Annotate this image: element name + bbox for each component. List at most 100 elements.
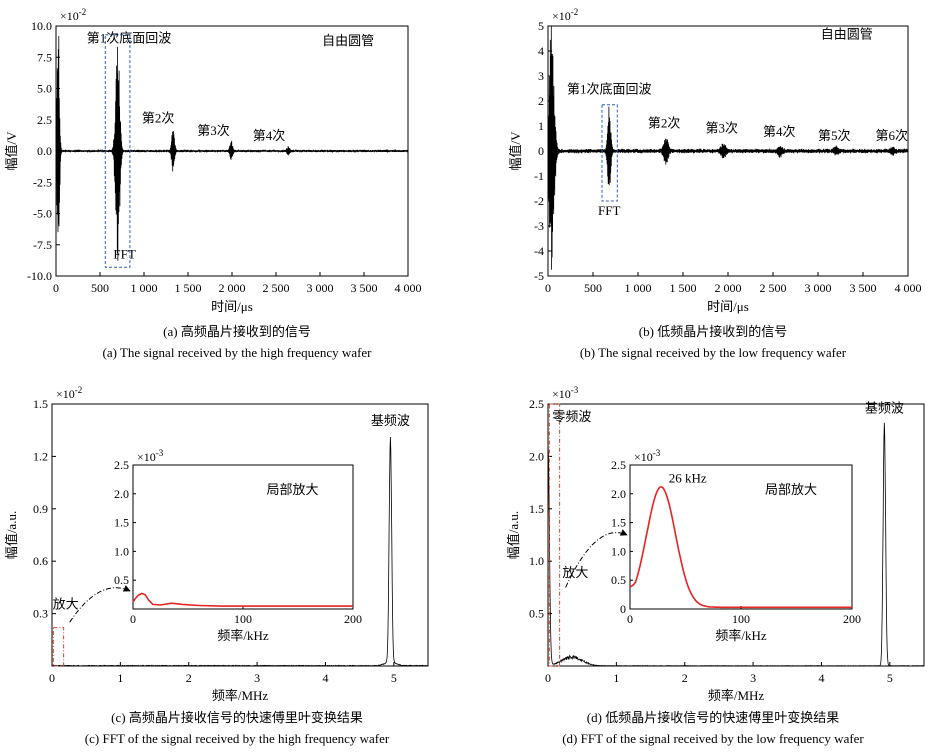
panel-c-ytick-label: 0.3 [33,607,48,621]
panel-a-xtick-label: 2 000 [219,281,246,295]
panel-b-xtick-label: 1 500 [670,281,697,295]
panel-a-xtick-label: 2 500 [263,281,290,295]
panel-d-ytick-label: 2.0 [529,449,544,463]
panel-d-inset-xtick-label: 100 [732,612,750,626]
panel-d-ytick-label: 0.5 [529,607,544,621]
panel-d-xtick-label: 3 [750,671,756,685]
panel-b-xtick-label: 500 [584,281,602,295]
panel-b-xtick-label: 3 500 [850,281,877,295]
panel-d-xtick-label: 4 [818,671,824,685]
panel-b-ytick-label: -3 [534,219,544,233]
panel-a-annotation: FFT [113,247,135,262]
panel-c-inset-xtick-label: 100 [234,612,252,626]
panel-b-ytick-label: -2 [534,194,544,208]
panel-b-exponent-label: ×10-2 [552,7,578,23]
panel-d-inset-xtick-label: 200 [843,612,861,626]
panel-d-ytick-label: 1.5 [529,502,544,516]
panel-a-fft-box [104,34,131,268]
panel-c-xtick-label: 5 [391,671,397,685]
panel-b-x-axis-label: 时间/μs [707,299,749,314]
panel-c-annotation: 基频波 [371,413,410,428]
panel-c-x-axis-label: 频率/MHz [212,688,269,703]
panel-a-caption-cn: (a) 高频晶片接收到的信号 [163,324,311,339]
panel-b-y-axis-label: 幅值/V [508,131,523,171]
panel-a-y-axis-label: 幅值/V [4,131,19,171]
panel-c-caption-cn: (c) 高频晶片接收信号的快速傅里叶变换结果 [111,710,363,725]
panel-c-xtick-label: 2 [186,671,192,685]
panel-c-plot-area: 0 1 2 3 4 50.30.60.91.21.5频率/MHz幅值/a.u.×10-2基… [4,385,429,703]
panel-b-ytick-label: -5 [534,269,544,283]
panel-b-annotation: 自由圆管 [821,27,873,42]
panel-a-xtick-label: 3 500 [351,281,378,295]
panel-c-inset-ytick-label: 2.5 [114,458,129,472]
panel-a-ytick-label: -2.5 [33,175,52,189]
panel-c-xtick-label: 1 [117,671,123,685]
panel-a-ytick-label: 5.0 [37,82,52,96]
panel-b-ytick-label: 2 [538,94,544,108]
panel-c-inset-exponent-label-power: -3 [156,448,164,458]
panel-a-exponent-label: ×10-2 [60,7,86,23]
panel-d-inset-curve [629,486,852,609]
panel-b: 0 500 1 000 1 500 2 000 2 500 3 000 3 500 4 000 -… [508,7,922,360]
panel-d-inset-ytick-label: 2.0 [611,487,626,501]
panel-a-ytick-label: 0.0 [37,144,52,158]
panel-b-xtick-label: 1 000 [625,281,652,295]
panel-a-xtick-label: 500 [91,281,109,295]
panel-d-zoom-box [548,403,561,667]
panel-c-inset-curve [132,592,353,607]
panel-c-xtick-label: 0 [49,671,55,685]
panel-a-caption-en: (a) The signal received by the high freq… [102,345,372,360]
panel-d-inset-xtick-label: 0 [627,612,633,626]
panel-d-ytick-label: 1.0 [529,554,544,568]
panel-d-inset-ytick-label: 0.5 [611,573,626,587]
panel-b-plot-area: 0 500 1 000 1 500 2 000 2 500 3 000 3 500 4 000 -… [508,7,922,314]
panel-a-ytick-label: -10.0 [27,269,52,283]
panel-b-xtick-label: 3 000 [805,281,832,295]
panel-c-ytick-label: 0.6 [33,554,48,568]
panel-d-inset-ytick-label: 0 [620,602,626,616]
panel-b-ytick-label: -4 [534,244,544,258]
panel-a-x-axis-label: 时间/μs [211,299,253,314]
panel-b-ytick-label: -1 [534,169,544,183]
panel-b-exponent-label-power: -2 [571,7,579,17]
panel-c: 0 1 2 3 4 50.30.60.91.21.5频率/MHz幅值/a.u.×10-2基… [4,385,429,746]
panel-d-annotation: 放大 [562,565,588,580]
panel-c-y-axis-label: 幅值/a.u. [4,511,19,559]
panel-d-xtick-label: 1 [613,671,619,685]
panel-a-ytick-label: 7.5 [37,50,52,64]
panel-a-ytick-label: -5.0 [33,207,52,221]
panel-c-exponent-label-power: -2 [75,385,83,395]
panel-a-ytick-label: 10.0 [31,19,52,33]
panel-b-xtick-label: 2 500 [760,281,787,295]
panel-b-ytick-label: 0 [538,144,544,158]
panel-c-caption-en: (c) FFT of the signal received by the hi… [85,731,390,746]
panel-a-annotation: 第3次 [197,123,230,138]
panel-a-xtick-label: 4 000 [395,281,422,295]
panel-b-ytick-label: 5 [538,19,544,33]
panel-a-annotation: 第2次 [142,110,175,125]
panel-d-inset-label: 局部放大 [765,482,817,497]
panel-d-caption-cn: (d) 低频晶片接收信号的快速傅里叶变换结果 [587,710,839,725]
panel-a-xtick-label: 1 000 [131,281,158,295]
panel-c-axes-frame [51,403,429,667]
panel-d: 0 1 2 3 4 50.51.01.52.02.5频率/MHz幅值/a.u.×10-3基… [506,385,925,746]
panel-a-ytick-label: -7.5 [33,238,52,252]
panel-d-inset-x-axis-label: 频率/kHz [715,628,767,643]
panel-d-plot-area: 0 1 2 3 4 50.51.01.52.02.5频率/MHz幅值/a.u.×10-3基… [506,385,925,703]
panel-c-inset-x-axis-label: 频率/kHz [217,628,269,643]
panel-a-xtick-label: 1 500 [175,281,202,295]
panel-c-zoom-arrow [69,585,131,623]
panel-d-y-axis-label: 幅值/a.u. [506,511,521,559]
panel-c-ytick-label: 1.5 [33,397,48,411]
panel-b-caption-cn: (b) 低频晶片接收到的信号 [639,324,787,339]
panel-c-inset-ytick-label: 1.5 [114,516,129,530]
panel-d-inset-ytick-label: 1.5 [611,516,626,530]
panel-c-ytick-label: 1.2 [33,449,48,463]
panel-a-annotation: 自由圆管 [322,33,374,48]
panel-a-xtick-label: 0 [53,281,59,295]
panel-a-exponent-label-base: ×10 [60,9,79,23]
panel-d-xtick-label: 2 [682,671,688,685]
panel-c-inset-ytick-label: 2.0 [114,487,129,501]
panel-c-exponent-label-base: ×10 [56,387,75,401]
